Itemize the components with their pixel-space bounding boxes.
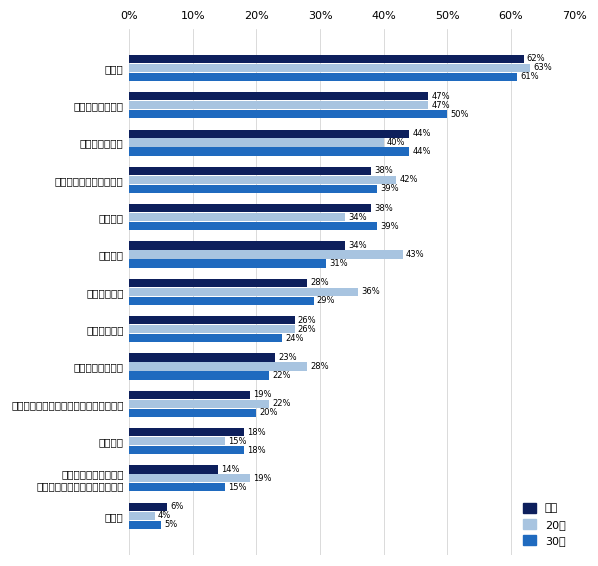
- Bar: [129, 316, 295, 324]
- Text: 28%: 28%: [310, 362, 329, 371]
- Bar: [129, 279, 307, 287]
- Text: 36%: 36%: [361, 288, 380, 297]
- Bar: [129, 409, 257, 417]
- Bar: [129, 213, 346, 221]
- Bar: [129, 474, 250, 482]
- Bar: [129, 391, 250, 399]
- Bar: [129, 204, 371, 212]
- Bar: [129, 503, 167, 511]
- Bar: [129, 288, 358, 296]
- Text: 15%: 15%: [228, 436, 246, 445]
- Bar: [129, 167, 371, 175]
- Text: 39%: 39%: [380, 222, 399, 231]
- Bar: [129, 55, 524, 63]
- Bar: [129, 64, 530, 72]
- Text: 44%: 44%: [412, 129, 431, 138]
- Bar: [129, 147, 409, 156]
- Text: 23%: 23%: [279, 353, 297, 362]
- Text: 61%: 61%: [520, 72, 539, 82]
- Bar: [129, 400, 269, 408]
- Text: 26%: 26%: [298, 325, 316, 333]
- Text: 18%: 18%: [247, 445, 266, 454]
- Legend: 全体, 20代, 30代: 全体, 20代, 30代: [519, 499, 569, 550]
- Text: 47%: 47%: [431, 101, 450, 110]
- Text: 38%: 38%: [374, 166, 393, 175]
- Text: 40%: 40%: [387, 138, 405, 147]
- Text: 6%: 6%: [170, 502, 184, 511]
- Text: 5%: 5%: [164, 520, 178, 529]
- Bar: [129, 222, 377, 230]
- Bar: [129, 521, 161, 529]
- Text: 44%: 44%: [412, 147, 431, 156]
- Bar: [129, 110, 447, 118]
- Text: 26%: 26%: [298, 316, 316, 325]
- Bar: [129, 371, 269, 380]
- Text: 42%: 42%: [399, 175, 418, 185]
- Bar: [129, 139, 384, 147]
- Text: 19%: 19%: [253, 391, 271, 399]
- Text: 47%: 47%: [431, 92, 450, 101]
- Bar: [129, 512, 155, 520]
- Text: 22%: 22%: [272, 399, 291, 408]
- Text: 34%: 34%: [349, 213, 367, 222]
- Bar: [129, 465, 218, 474]
- Text: 15%: 15%: [228, 483, 246, 492]
- Text: 4%: 4%: [158, 511, 171, 520]
- Bar: [129, 259, 327, 268]
- Text: 18%: 18%: [247, 428, 266, 436]
- Bar: [129, 325, 295, 333]
- Bar: [129, 242, 346, 250]
- Bar: [129, 185, 377, 193]
- Text: 19%: 19%: [253, 474, 271, 483]
- Bar: [129, 297, 314, 305]
- Bar: [129, 250, 402, 259]
- Text: 14%: 14%: [221, 465, 240, 474]
- Bar: [129, 176, 396, 184]
- Bar: [129, 437, 225, 445]
- Text: 31%: 31%: [329, 259, 348, 268]
- Text: 63%: 63%: [533, 63, 552, 72]
- Text: 28%: 28%: [310, 278, 329, 288]
- Text: 20%: 20%: [260, 408, 278, 417]
- Bar: [129, 353, 276, 362]
- Text: 34%: 34%: [349, 241, 367, 250]
- Text: 38%: 38%: [374, 204, 393, 213]
- Text: 39%: 39%: [380, 185, 399, 194]
- Bar: [129, 428, 243, 436]
- Text: 50%: 50%: [450, 110, 469, 119]
- Text: 22%: 22%: [272, 371, 291, 380]
- Text: 29%: 29%: [317, 296, 335, 305]
- Bar: [129, 92, 428, 100]
- Bar: [129, 483, 225, 491]
- Bar: [129, 334, 282, 342]
- Bar: [129, 446, 243, 454]
- Bar: [129, 101, 428, 109]
- Text: 43%: 43%: [406, 250, 425, 259]
- Bar: [129, 73, 517, 81]
- Text: 62%: 62%: [527, 54, 545, 63]
- Bar: [129, 362, 307, 371]
- Text: 24%: 24%: [285, 333, 304, 342]
- Bar: [129, 130, 409, 138]
